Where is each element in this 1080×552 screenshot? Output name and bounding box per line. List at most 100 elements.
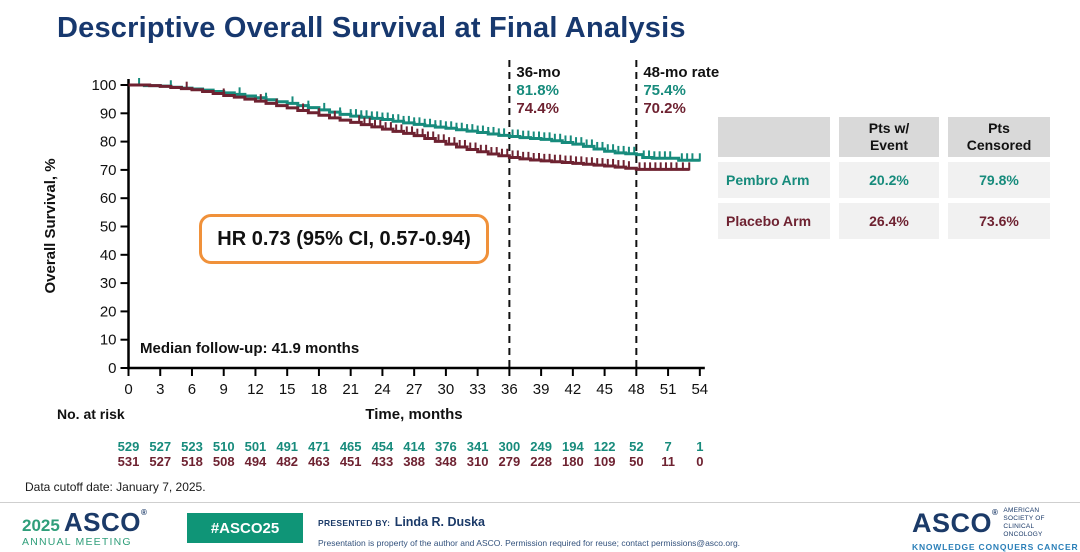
x-tick-label: 33 — [469, 381, 486, 398]
y-tick-label: 90 — [100, 105, 117, 122]
disclaimer-text: Presentation is property of the author a… — [318, 538, 741, 548]
hashtag-badge: #ASCO25 — [187, 513, 303, 543]
median-followup-label: Median follow-up: 41.9 months — [140, 340, 359, 357]
placebo-at-risk-value: 11 — [661, 454, 675, 469]
annotation-value-placebo-36mo: 74.4% — [516, 100, 559, 117]
pembro-at-risk-value: 52 — [629, 439, 643, 454]
pembro-at-risk-value: 300 — [499, 439, 521, 454]
table-row-pembro-censored: 79.8% — [948, 162, 1050, 198]
y-tick-label: 30 — [100, 275, 117, 292]
pembro-at-risk-value: 523 — [181, 439, 203, 454]
x-tick-label: 30 — [438, 381, 455, 398]
annotation-value-placebo-48mo: 70.2% — [643, 100, 686, 117]
placebo-at-risk-value: 50 — [629, 454, 643, 469]
x-tick-label: 27 — [406, 381, 423, 398]
y-tick-label: 70 — [100, 162, 117, 179]
pembro-at-risk-value: 249 — [530, 439, 552, 454]
asco-society-logo: ASCO® AMERICAN SOCIETY OF CLINICAL ONCOL… — [912, 507, 1079, 552]
y-tick-label: 100 — [91, 77, 116, 94]
x-tick-label: 42 — [565, 381, 582, 398]
placebo-at-risk-value: 228 — [530, 454, 552, 469]
annotation-value-pembro-48mo: 75.4% — [643, 82, 686, 99]
placebo-at-risk-value: 348 — [435, 454, 457, 469]
asco-tagline: KNOWLEDGE CONQUERS CANCER — [912, 542, 1079, 552]
pembro-at-risk-value: 471 — [308, 439, 330, 454]
placebo-at-risk-value: 531 — [118, 454, 140, 469]
y-tick-label: 40 — [100, 247, 117, 264]
pembro-at-risk-value: 454 — [372, 439, 394, 454]
y-tick-label: 50 — [100, 219, 117, 236]
placebo-at-risk-value: 518 — [181, 454, 203, 469]
y-tick-label: 0 — [108, 360, 116, 377]
pembro-at-risk-value: 465 — [340, 439, 362, 454]
registered-mark-icon: ® — [992, 507, 999, 517]
y-tick-label: 60 — [100, 190, 117, 207]
presenter-name: Linda R. Duska — [394, 515, 485, 529]
society-name: AMERICAN SOCIETY OF CLINICAL ONCOLOGY — [1003, 507, 1045, 538]
page-title: Descriptive Overall Survival at Final An… — [57, 12, 686, 44]
pembro-at-risk-value: 527 — [149, 439, 171, 454]
data-cutoff-note: Data cutoff date: January 7, 2025. — [25, 480, 206, 494]
x-tick-label: 51 — [660, 381, 677, 398]
x-tick-label: 3 — [156, 381, 164, 398]
pembro-at-risk-value: 501 — [245, 439, 267, 454]
x-tick-label: 21 — [342, 381, 359, 398]
pembro-at-risk-value: 1 — [696, 439, 703, 454]
placebo-at-risk-value: 433 — [372, 454, 394, 469]
placebo-at-risk-value: 388 — [403, 454, 425, 469]
placebo-at-risk-value: 508 — [213, 454, 235, 469]
pembro-at-risk-value: 529 — [118, 439, 140, 454]
asco-meeting-logo: 2025 ASCO® ANNUAL MEETING — [22, 509, 147, 548]
pembro-at-risk-value: 491 — [276, 439, 298, 454]
asco-wordmark: ASCO® — [912, 507, 999, 538]
table-row-placebo-event: 26.4% — [839, 203, 939, 239]
placebo-at-risk-value: 482 — [276, 454, 298, 469]
x-tick-label: 18 — [311, 381, 328, 398]
y-tick-label: 10 — [100, 332, 117, 349]
presented-by-block: PRESENTED BY: Linda R. Duska Presentatio… — [318, 513, 740, 548]
x-tick-label: 6 — [188, 381, 196, 398]
x-tick-label: 15 — [279, 381, 296, 398]
table-row-placebo-censored: 73.6% — [948, 203, 1050, 239]
pembro-at-risk-value: 414 — [403, 439, 425, 454]
hazard-ratio-label: HR 0.73 (95% CI, 0.57-0.94) — [217, 227, 471, 250]
y-axis-title: Overall Survival, % — [42, 158, 59, 293]
x-tick-label: 12 — [247, 381, 264, 398]
pembro-at-risk-value: 376 — [435, 439, 457, 454]
pembro-at-risk-value: 510 — [213, 439, 235, 454]
x-tick-label: 36 — [501, 381, 518, 398]
placebo-at-risk-value: 109 — [594, 454, 616, 469]
pembro-at-risk-value: 7 — [664, 439, 671, 454]
table-header-censored: Pts Censored — [948, 117, 1050, 157]
placebo-at-risk-value: 451 — [340, 454, 362, 469]
placebo-series: 531 527 518 508 494 482 463 451 433 388 348 310 279 2… — [118, 81, 703, 469]
x-tick-label: 24 — [374, 381, 391, 398]
table-row-placebo-label: Placebo Arm — [718, 203, 830, 239]
pembro-series: 529 527 523 510 501 491 471 465 454 414 376 341 300 2… — [118, 78, 703, 454]
y-tick-label: 80 — [100, 134, 117, 151]
x-tick-label: 39 — [533, 381, 550, 398]
x-tick-label: 45 — [596, 381, 613, 398]
y-tick-label: 20 — [100, 303, 117, 320]
table-header-empty — [718, 117, 830, 157]
logo-asco-wordmark: ASCO® — [63, 507, 148, 537]
x-tick-label: 54 — [691, 381, 708, 398]
placebo-at-risk-value: 180 — [562, 454, 584, 469]
logo-year: 2025 — [22, 516, 60, 535]
no-at-risk-label: No. at risk — [57, 406, 125, 422]
placebo-curve — [128, 83, 690, 171]
placebo-at-risk-value: 279 — [499, 454, 521, 469]
annotation-title-48mo: 48-mo rate — [643, 64, 719, 81]
placebo-at-risk-value: 494 — [245, 454, 267, 469]
placebo-at-risk-value: 0 — [696, 454, 703, 469]
annotation-title-36mo: 36-mo — [516, 64, 560, 81]
registered-mark-icon: ® — [140, 508, 148, 517]
annotation-value-pembro-36mo: 81.8% — [516, 82, 559, 99]
presented-by-label: PRESENTED BY: — [318, 518, 391, 528]
pembro-at-risk-value: 341 — [467, 439, 489, 454]
pembro-at-risk-value: 122 — [594, 439, 616, 454]
hazard-ratio-box: HR 0.73 (95% CI, 0.57-0.94) — [199, 214, 489, 264]
